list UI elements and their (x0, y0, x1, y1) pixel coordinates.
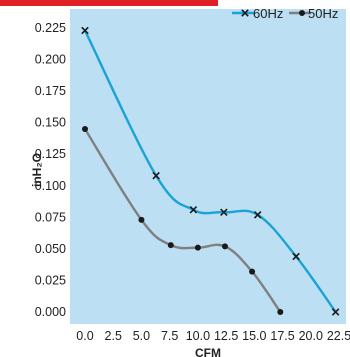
y-tick-labels: 0.225 0.200 0.175 0.150 0.125 0.100 0.075 0.050… (35, 21, 66, 319)
legend-label-60hz: 60Hz (253, 6, 283, 21)
y-tick-label: 0.025 (35, 273, 66, 287)
legend-marker-50hz (299, 10, 305, 16)
x-tick-label: 17.5 (270, 329, 294, 343)
point-60hz-5 (292, 252, 300, 261)
y-tick-label: 0.075 (35, 210, 66, 224)
y-axis-title: inH₂O (30, 153, 44, 187)
x-tick-label: 12.5 (214, 329, 238, 343)
y-tick-label: 0.100 (35, 179, 66, 193)
legend: 60Hz 50Hz (232, 6, 338, 21)
point-50hz-3 (194, 244, 201, 251)
plot-background (70, 9, 346, 324)
x-tick-label: 2.5 (105, 329, 122, 343)
y-tick-label: 0.150 (35, 116, 66, 130)
x-tick-label: 20.0 (299, 329, 323, 343)
point-50hz-0 (82, 125, 88, 132)
legend-label-50hz: 50Hz (308, 6, 338, 21)
point-60hz-1 (152, 171, 160, 180)
x-tick-label: 7.5 (161, 329, 178, 343)
x-tick-label: 10.0 (186, 329, 210, 343)
x-tick-label: 22.5 (327, 329, 350, 343)
x-tick-labels: 0.0 2.5 5.0 7.5 10.0 12.5 15.0 17.5 20.0 22.5 (76, 329, 350, 343)
accent-bar (0, 0, 218, 6)
point-50hz-1 (138, 216, 145, 223)
x-tick-label: 15.0 (242, 329, 266, 343)
y-tick-label: 0.225 (35, 21, 66, 35)
y-tick-label: 0.050 (35, 242, 66, 256)
y-tick-label: 0.200 (35, 53, 66, 67)
x-tick-label: 0.0 (76, 329, 93, 343)
point-50hz-6 (277, 309, 284, 315)
series-layer (81, 26, 340, 316)
x-axis-title: CFM (195, 346, 221, 357)
point-50hz-5 (249, 268, 256, 275)
point-60hz-6 (331, 308, 340, 316)
point-60hz-2 (189, 205, 198, 214)
legend-marker-60hz (241, 9, 249, 17)
point-60hz-3 (220, 208, 228, 217)
y-tick-label: 0.125 (35, 147, 66, 161)
point-60hz-0 (81, 26, 89, 35)
point-50hz-2 (167, 242, 174, 249)
x-tick-label: 5.0 (133, 329, 150, 343)
y-tick-label: 0.000 (35, 305, 66, 319)
point-60hz-4 (253, 211, 262, 219)
point-50hz-4 (221, 243, 228, 250)
y-tick-label: 0.175 (35, 84, 66, 98)
